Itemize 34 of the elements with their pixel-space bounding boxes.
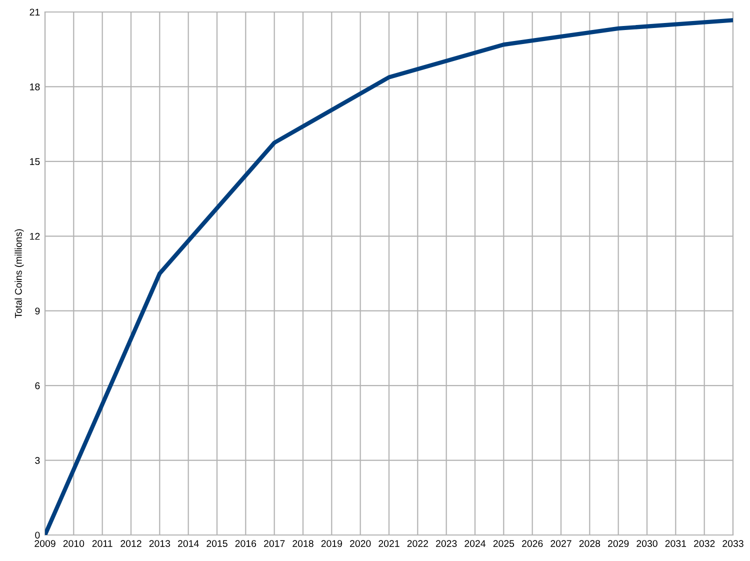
x-tick-label: 2019 [321,540,342,547]
y-tick-label: 0 [35,532,40,539]
x-tick-label: 2028 [579,540,600,547]
y-tick-label: 21 [30,8,40,16]
y-axis-title: Total Coins (millions) [14,229,24,318]
y-tick-label: 6 [35,382,40,390]
x-tick-label: 2027 [550,540,572,547]
x-tick-label: 2025 [493,540,514,547]
x-tick-label: 2011 [92,540,112,547]
x-tick-label: 2018 [292,540,314,547]
x-tick-label: 2015 [206,540,228,547]
x-tick-label: 2021 [378,540,400,547]
x-tick-label: 2033 [722,540,744,547]
x-tick-label: 2016 [235,540,256,547]
x-tick-label: 2012 [120,540,142,547]
x-tick-label: 2024 [464,540,486,547]
x-tick-label: 2026 [522,540,543,547]
x-tick-label: 2009 [34,540,56,547]
x-tick-label: 2010 [63,540,84,547]
x-tick-label: 2032 [694,540,715,547]
y-tick-label: 18 [30,83,40,90]
y-tick-label: 12 [30,232,40,240]
x-tick-label: 2017 [264,540,285,547]
y-tick-label: 3 [35,457,40,464]
x-tick-label: 2013 [149,540,170,547]
x-tick-label: 2023 [436,540,457,547]
y-tick-label: 9 [35,308,40,314]
y-tick-label: 15 [30,158,40,166]
x-tick-label: 2030 [636,540,658,547]
x-tick-label: 2014 [178,540,199,547]
x-tick-label: 2022 [407,540,428,547]
x-tick-label: 2020 [350,540,371,547]
x-tick-label: 2031 [665,540,686,547]
x-tick-label: 2029 [608,540,629,547]
